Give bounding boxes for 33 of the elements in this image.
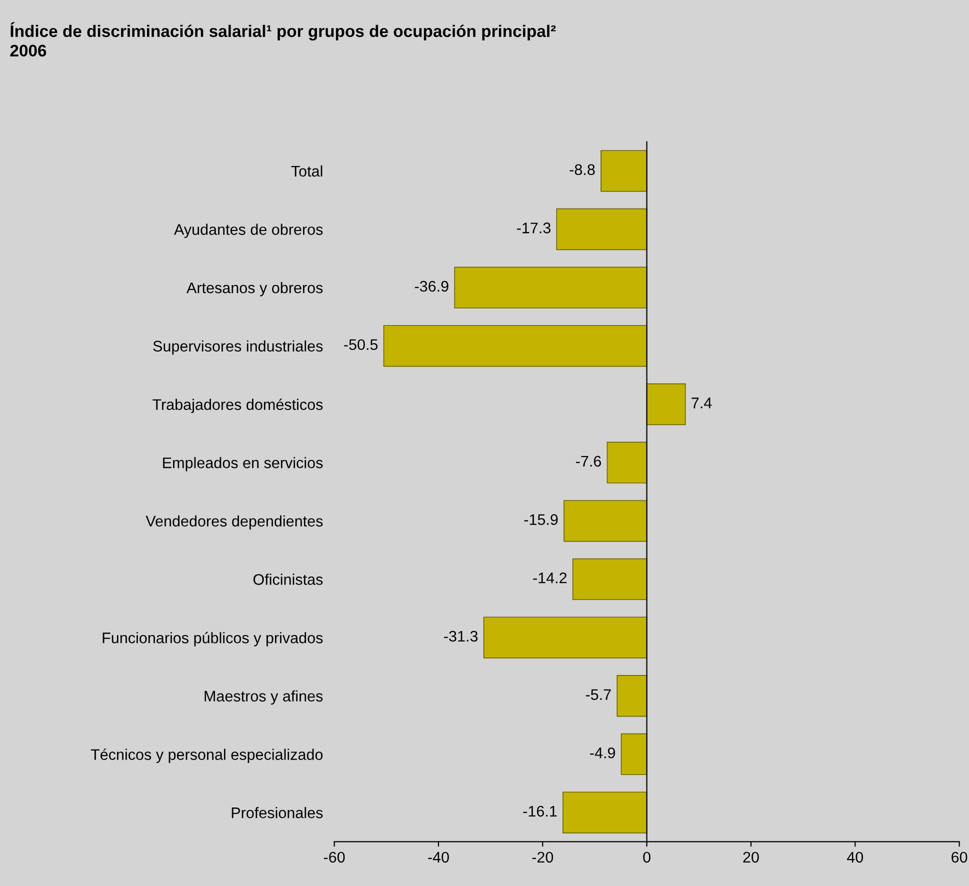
x-tick-label: -40 [428,852,449,863]
y-tick-label: Artesanos y obreros [186,282,323,296]
y-tick-label: Funcionarios públicos y privados [102,632,323,646]
chart-title: Índice de discriminación salarial¹ por grupos de ocupación principal² [10,22,556,40]
x-tick-label: 60 [952,852,968,863]
x-tick-label: 40 [847,852,864,863]
data-label: -7.6 [576,456,601,467]
y-tick-label: Maestros y afines [204,690,323,705]
y-tick-label: Supervisores industriales [153,340,323,355]
data-label: -50.5 [344,339,378,350]
data-label: -16.1 [523,806,557,817]
y-tick-label: Total [291,165,322,177]
y-tick-label: Profesionales [232,807,323,818]
data-label: -36.9 [414,280,448,292]
data-label: 7.4 [692,398,712,408]
text: 2006 [10,44,46,57]
x-tick-label: -60 [324,852,345,863]
data-label: -5.7 [586,689,611,700]
data-label: -17.3 [517,222,550,234]
data-label: -4.9 [590,747,616,758]
data-label: -14.2 [533,572,567,584]
x-tick-label: 20 [743,852,759,863]
y-tick-label: Oficinistas [253,574,323,585]
y-tick-label: Técnicos y personal especializado [90,748,323,764]
y-tick-label: Ayudantes de obreros [174,224,323,238]
data-label: -31.3 [444,630,478,642]
data-label: -15.9 [524,514,558,525]
x-tick-label: 0 [643,852,650,863]
y-tick-label: Empleados en servicios [163,457,323,472]
data-label: -8.8 [570,164,595,176]
y-tick-label: Vendedores dependientes [146,515,323,530]
y-tick-label: Trabajadores domésticos [152,398,323,414]
x-tick-label: -20 [532,852,554,863]
